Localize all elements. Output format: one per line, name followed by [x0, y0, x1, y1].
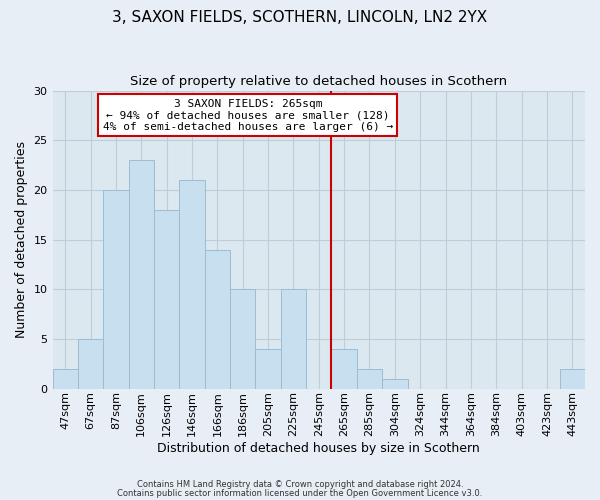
Bar — [256, 349, 281, 389]
Text: Contains HM Land Registry data © Crown copyright and database right 2024.: Contains HM Land Registry data © Crown c… — [137, 480, 463, 489]
Text: 3, SAXON FIELDS, SCOTHERN, LINCOLN, LN2 2YX: 3, SAXON FIELDS, SCOTHERN, LINCOLN, LN2 … — [112, 10, 488, 25]
Y-axis label: Number of detached properties: Number of detached properties — [15, 141, 28, 338]
Bar — [128, 160, 154, 388]
Bar — [103, 190, 128, 388]
Bar — [331, 349, 357, 389]
Text: Contains public sector information licensed under the Open Government Licence v3: Contains public sector information licen… — [118, 489, 482, 498]
Bar — [179, 180, 205, 388]
Bar — [357, 369, 382, 388]
Bar — [78, 339, 103, 388]
Bar — [230, 290, 256, 388]
Bar — [382, 378, 407, 388]
Title: Size of property relative to detached houses in Scothern: Size of property relative to detached ho… — [130, 75, 508, 88]
Bar — [154, 210, 179, 388]
Bar — [53, 369, 78, 388]
Bar — [560, 369, 585, 388]
Bar — [281, 290, 306, 388]
Text: 3 SAXON FIELDS: 265sqm
← 94% of detached houses are smaller (128)
4% of semi-det: 3 SAXON FIELDS: 265sqm ← 94% of detached… — [103, 98, 393, 132]
X-axis label: Distribution of detached houses by size in Scothern: Distribution of detached houses by size … — [157, 442, 480, 455]
Bar — [205, 250, 230, 388]
